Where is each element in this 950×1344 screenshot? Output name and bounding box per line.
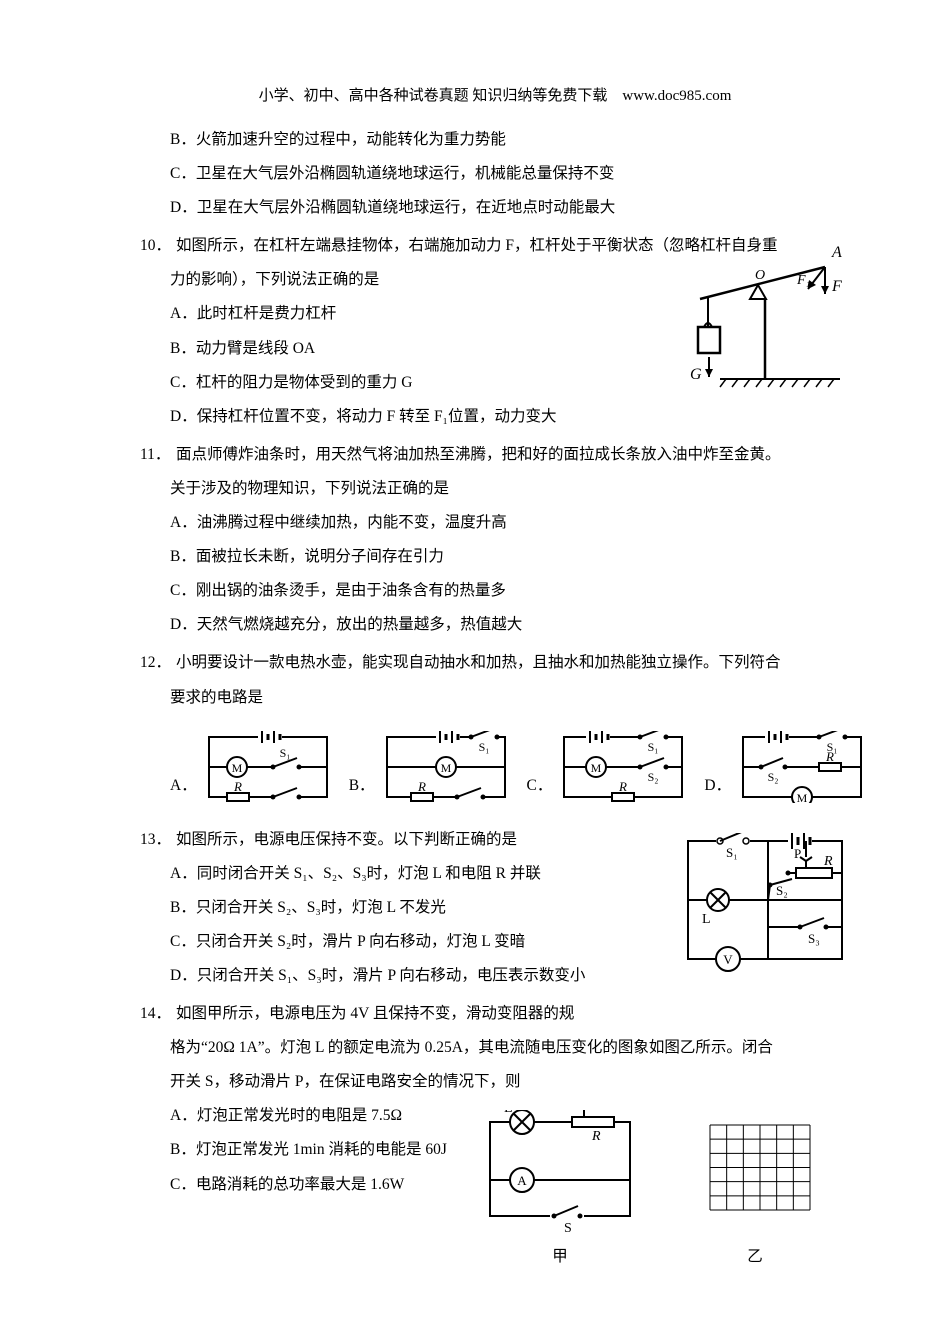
q13: S₁ L P R [140,823,850,993]
svg-text:A: A [831,244,842,261]
q10-opt-d: D．保持杠杆位置不变，将动力 F 转至 F₁位置，动力变大 [140,400,850,434]
svg-text:M: M [440,761,451,775]
q11-opt-a: A．油沸腾过程中继续加热，内能不变，温度升高 [140,506,850,540]
svg-text:F₁: F₁ [796,273,810,288]
svg-text:S₂: S₂ [768,770,779,784]
svg-text:F: F [831,278,842,295]
q12-opt-a-label: A． [170,769,197,803]
svg-text:S₁: S₁ [279,746,290,760]
q9-opt-c: C．卫星在大气层外沿椭圆轨道绕地球运行，机械能总量保持不变 [140,157,850,191]
svg-text:M: M [797,791,808,803]
svg-text:S₁: S₁ [478,740,489,754]
q10: O A F F₁ G [140,229,850,434]
q12-opt-b-label: B． [349,769,375,803]
svg-text:R: R [591,1129,601,1144]
svg-text:L: L [504,1110,513,1116]
svg-text:S₂: S₂ [648,770,659,784]
q14-figure-graph: 乙 [670,1110,840,1274]
svg-text:P: P [794,846,801,861]
q12-opt-d-label: D． [704,769,731,803]
q11-stem-1: 面点师傅炸油条时，用天然气将油加热至沸腾，把和好的面拉成长条放入油中炸至金黄。 [176,438,850,472]
q11-opt-d: D．天然气燃烧越充分，放出的热量越多，热值越大 [140,608,850,642]
svg-text:S₂: S₂ [776,883,788,898]
svg-text:R: R [417,779,426,794]
svg-text:R: R [618,779,627,794]
svg-text:S₁: S₁ [726,845,738,860]
svg-text:S: S [564,1221,572,1236]
svg-text:S₂: S₂ [463,800,474,803]
svg-text:G: G [690,366,702,383]
q14-number: 14． [140,997,176,1031]
svg-text:M: M [231,761,242,775]
q11-opt-b: B．面被拉长未断，说明分子间存在引力 [140,540,850,574]
q10-number: 10． [140,229,176,263]
svg-text:S₂: S₂ [279,800,290,803]
q9-opt-d: D．卫星在大气层外沿椭圆轨道绕地球运行，在近地点时动能最大 [140,191,850,225]
q10-figure: O A F F₁ G [690,239,850,389]
q14-stem-1: 如图甲所示，电源电压为 4V 且保持不变，滑动变阻器的规 [176,997,850,1031]
q9-opt-b: B．火箭加速升空的过程中，动能转化为重力势能 [140,123,850,157]
svg-text:R: R [233,779,242,794]
svg-text:R: R [823,854,833,869]
svg-text:V: V [723,952,733,967]
q14-figure-circuit: L P R A [480,1110,640,1274]
q12: 12． 小明要设计一款电热水壶，能实现自动抽水和加热，且抽水和加热能独立操作。下… [140,646,850,818]
q12-stem-1: 小明要设计一款电热水壶，能实现自动抽水和加热，且抽水和加热能独立操作。下列符合 [176,646,850,680]
svg-text:R: R [825,749,834,764]
q14: 14． 如图甲所示，电源电压为 4V 且保持不变，滑动变阻器的规 格为“20Ω … [140,997,850,1274]
q14-stem-2: 格为“20Ω 1A”。灯泡 L 的额定电流为 0.25A，其电流随电压变化的图象… [140,1031,850,1065]
q9-options: B．火箭加速升空的过程中，动能转化为重力势能 C．卫星在大气层外沿椭圆轨道绕地球… [140,123,850,225]
q12-circuit-c: S₁ M S₂ R [558,731,688,803]
svg-text:O: O [755,268,765,283]
q14-stem-3: 开关 S，移动滑片 P，在保证电路安全的情况下，则 [140,1065,850,1099]
q11: 11． 面点师傅炸油条时，用天然气将油加热至沸腾，把和好的面拉成长条放入油中炸至… [140,438,850,643]
svg-text:L: L [702,912,711,927]
svg-text:A: A [517,1173,527,1188]
q13-figure: S₁ L P R [680,833,850,973]
q12-circuit-b: S₁ M R S₂ [381,731,511,803]
svg-text:S₃: S₃ [808,931,820,946]
q12-opt-c-label: C． [527,769,553,803]
svg-text:S₁: S₁ [648,740,659,754]
q14-caption-2: 乙 [670,1240,840,1274]
page-header: 小学、初中、高中各种试卷真题 知识归纳等免费下载 www.doc985.com [140,80,850,113]
svg-text:M: M [591,761,602,775]
q11-stem-2: 关于涉及的物理知识，下列说法正确的是 [140,472,850,506]
q14-caption-1: 甲 [480,1240,640,1274]
q12-circuit-d: S₁ S₂ R M [737,731,867,803]
q12-circuit-a: M S₁ R S₂ [203,731,333,803]
q12-options: A． M [140,715,850,819]
q12-stem-2: 要求的电路是 [140,681,850,715]
q12-number: 12． [140,646,176,680]
q11-opt-c: C．刚出锅的油条烫手，是由于油条含有的热量多 [140,574,850,608]
q11-number: 11． [140,438,176,472]
q13-number: 13． [140,823,176,857]
